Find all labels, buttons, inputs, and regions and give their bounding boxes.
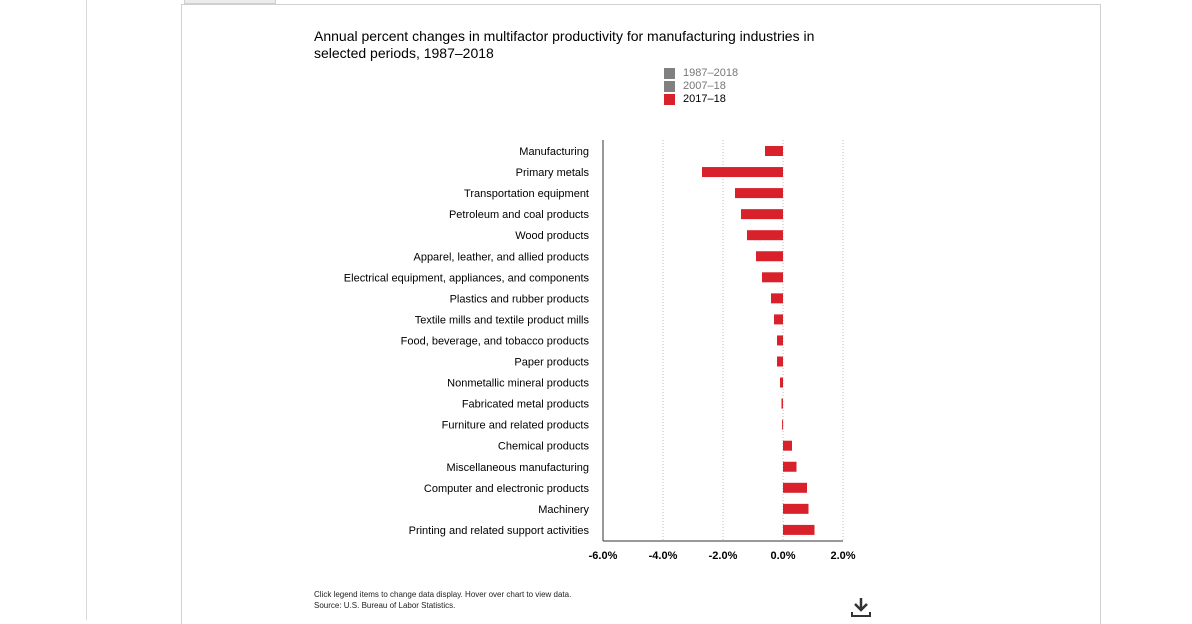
bar-12[interactable] <box>781 398 784 409</box>
category-label-4: Wood products <box>515 230 589 242</box>
category-label-1: Primary metals <box>516 167 590 179</box>
bar-11[interactable] <box>780 377 783 388</box>
x-tick-label-0: -6.0% <box>589 550 618 562</box>
x-tick-label-2: -2.0% <box>709 550 738 562</box>
download-icon-glyph <box>851 598 871 617</box>
footnote-instructions: Click legend items to change data displa… <box>314 590 572 599</box>
legend-label-2017-18: 2017–18 <box>683 93 726 105</box>
category-label-2: Transportation equipment <box>464 188 589 200</box>
category-label-15: Miscellaneous manufacturing <box>447 462 589 474</box>
category-label-5: Apparel, leather, and allied products <box>413 251 589 263</box>
category-label-9: Food, beverage, and tobacco products <box>401 335 590 347</box>
legend-label-2007-18: 2007–18 <box>683 80 726 92</box>
bar-0[interactable] <box>765 146 783 156</box>
legend-label-1987-2018: 1987–2018 <box>683 67 739 79</box>
bar-1[interactable] <box>702 167 783 178</box>
bar-9[interactable] <box>777 335 783 346</box>
category-label-13: Furniture and related products <box>442 420 590 432</box>
category-label-3: Petroleum and coal products <box>449 209 590 221</box>
category-label-16: Computer and electronic products <box>424 483 590 495</box>
legend-swatch-2007-18 <box>664 81 675 92</box>
chart-legend: 1987–2018 2007–18 2017–18 <box>664 67 738 106</box>
category-label-0: Manufacturing <box>519 146 589 158</box>
legend-item-2007-18[interactable]: 2007–18 <box>664 80 738 93</box>
category-label-7: Plastics and rubber products <box>450 293 590 305</box>
bar-3[interactable] <box>741 209 783 220</box>
bar-14[interactable] <box>783 440 792 451</box>
category-label-10: Paper products <box>514 357 589 369</box>
x-tick-label-1: -4.0% <box>649 550 678 562</box>
bar-17[interactable] <box>783 503 809 514</box>
category-label-17: Machinery <box>538 504 589 516</box>
category-label-6: Electrical equipment, appliances, and co… <box>344 272 590 284</box>
bar-18[interactable] <box>783 524 815 535</box>
bar-8[interactable] <box>774 314 783 325</box>
category-label-8: Textile mills and textile product mills <box>415 314 590 326</box>
bar-13[interactable] <box>782 419 784 430</box>
bar-4[interactable] <box>747 230 783 241</box>
legend-swatch-1987-2018 <box>664 68 675 79</box>
bar-6[interactable] <box>762 272 783 283</box>
legend-swatch-2017-18 <box>664 94 675 105</box>
category-label-12: Fabricated metal products <box>462 399 590 411</box>
chart-panel <box>181 4 1101 624</box>
category-label-18: Printing and related support activities <box>409 525 590 537</box>
chart-title: Annual percent changes in multifactor pr… <box>314 28 815 61</box>
bar-16[interactable] <box>783 482 807 493</box>
bar-2[interactable] <box>735 188 783 199</box>
download-icon[interactable] <box>850 596 872 618</box>
tab-stub[interactable] <box>184 0 276 4</box>
x-tick-label-3: 0.0% <box>770 550 795 562</box>
category-label-14: Chemical products <box>498 441 590 453</box>
category-label-11: Nonmetallic mineral products <box>447 378 589 390</box>
x-tick-label-4: 2.0% <box>830 550 855 562</box>
footnote-source: Source: U.S. Bureau of Labor Statistics. <box>314 601 456 610</box>
bar-5[interactable] <box>756 251 783 262</box>
bar-7[interactable] <box>771 293 783 304</box>
bar-10[interactable] <box>777 356 783 367</box>
chart-footnote: Click legend items to change data displa… <box>314 589 571 611</box>
legend-item-1987-2018[interactable]: 1987–2018 <box>664 67 738 80</box>
page-frame-left <box>86 0 87 620</box>
legend-item-2017-18[interactable]: 2017–18 <box>664 93 738 106</box>
bar-15[interactable] <box>783 461 797 472</box>
